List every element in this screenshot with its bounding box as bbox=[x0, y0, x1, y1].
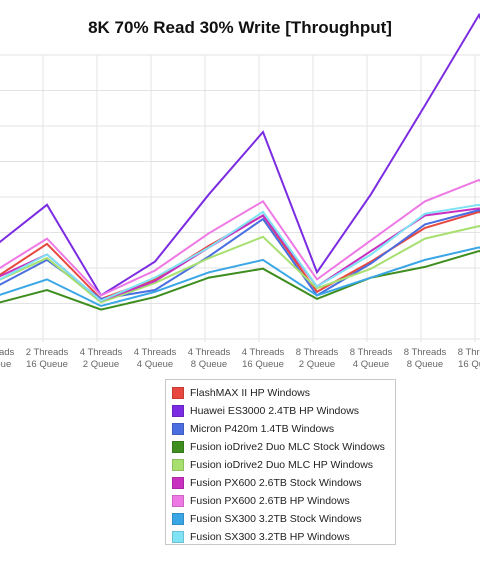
legend-label: Fusion ioDrive2 Duo MLC Stock Windows bbox=[190, 441, 385, 453]
legend-item: Micron P420m 1.4TB Windows bbox=[172, 420, 395, 438]
x-tick-label: 4 Threads 16 Queue bbox=[242, 347, 285, 370]
series-line-2 bbox=[0, 12, 480, 297]
series-line-1 bbox=[0, 210, 480, 301]
legend-item: Fusion SX300 3.2TB Stock Windows bbox=[172, 510, 395, 528]
x-tick-label: 8 Threads 2 Queue bbox=[296, 347, 339, 370]
legend-swatch bbox=[172, 405, 184, 417]
legend-item: Huawei ES3000 2.4TB HP Windows bbox=[172, 402, 395, 420]
legend-swatch bbox=[172, 387, 184, 399]
legend-item: Fusion SX300 3.2TB HP Windows bbox=[172, 528, 395, 546]
legend-item: Fusion PX600 2.6TB HP Windows bbox=[172, 492, 395, 510]
legend-label: Fusion PX600 2.6TB HP Windows bbox=[190, 495, 350, 507]
series-line-4 bbox=[0, 249, 480, 311]
legend-label: Fusion SX300 3.2TB Stock Windows bbox=[190, 513, 362, 525]
legend: FlashMAX II HP Windows Huawei ES3000 2.4T… bbox=[165, 379, 396, 545]
legend-label: Fusion ioDrive2 Duo MLC HP Windows bbox=[190, 459, 374, 471]
x-tick-label: 2 Threads 16 Queue bbox=[26, 347, 69, 370]
legend-item: FlashMAX II HP Windows bbox=[172, 384, 395, 402]
legend-swatch bbox=[172, 495, 184, 507]
series-line-8 bbox=[0, 246, 480, 308]
legend-swatch bbox=[172, 513, 184, 525]
legend-swatch bbox=[172, 423, 184, 435]
legend-swatch bbox=[172, 441, 184, 453]
legend-label: Micron P420m 1.4TB Windows bbox=[190, 423, 335, 435]
series-lines bbox=[0, 12, 480, 311]
series-line-5 bbox=[0, 225, 480, 304]
legend-label: Fusion PX600 2.6TB Stock Windows bbox=[190, 477, 362, 489]
legend-swatch bbox=[172, 477, 184, 489]
legend-label: FlashMAX II HP Windows bbox=[190, 387, 311, 399]
x-tick-label: 4 Threads 4 Queue bbox=[134, 347, 177, 370]
legend-item: Fusion ioDrive2 Duo MLC Stock Windows bbox=[172, 438, 395, 456]
legend-label: Fusion SX300 3.2TB HP Windows bbox=[190, 531, 350, 543]
x-tick-label: 4 Threads 8 Queue bbox=[188, 347, 231, 370]
legend-swatch bbox=[172, 459, 184, 471]
series-line-9 bbox=[0, 203, 480, 302]
x-tick-label: 4 Threads 2 Queue bbox=[80, 347, 123, 370]
legend-item: Fusion ioDrive2 Duo MLC HP Windows bbox=[172, 456, 395, 474]
legend-label: Huawei ES3000 2.4TB HP Windows bbox=[190, 405, 360, 417]
series-line-6 bbox=[0, 207, 480, 302]
series-line-3 bbox=[0, 209, 480, 300]
x-tick-label: 8 Threads 8 Queue bbox=[404, 347, 447, 370]
chart-title: 8K 70% Read 30% Write [Throughput] bbox=[88, 18, 392, 37]
legend-swatch bbox=[172, 531, 184, 543]
x-tick-label: 8 Threads 4 Queue bbox=[350, 347, 393, 370]
series-line-7 bbox=[0, 178, 480, 297]
legend-item: Fusion PX600 2.6TB Stock Windows bbox=[172, 474, 395, 492]
